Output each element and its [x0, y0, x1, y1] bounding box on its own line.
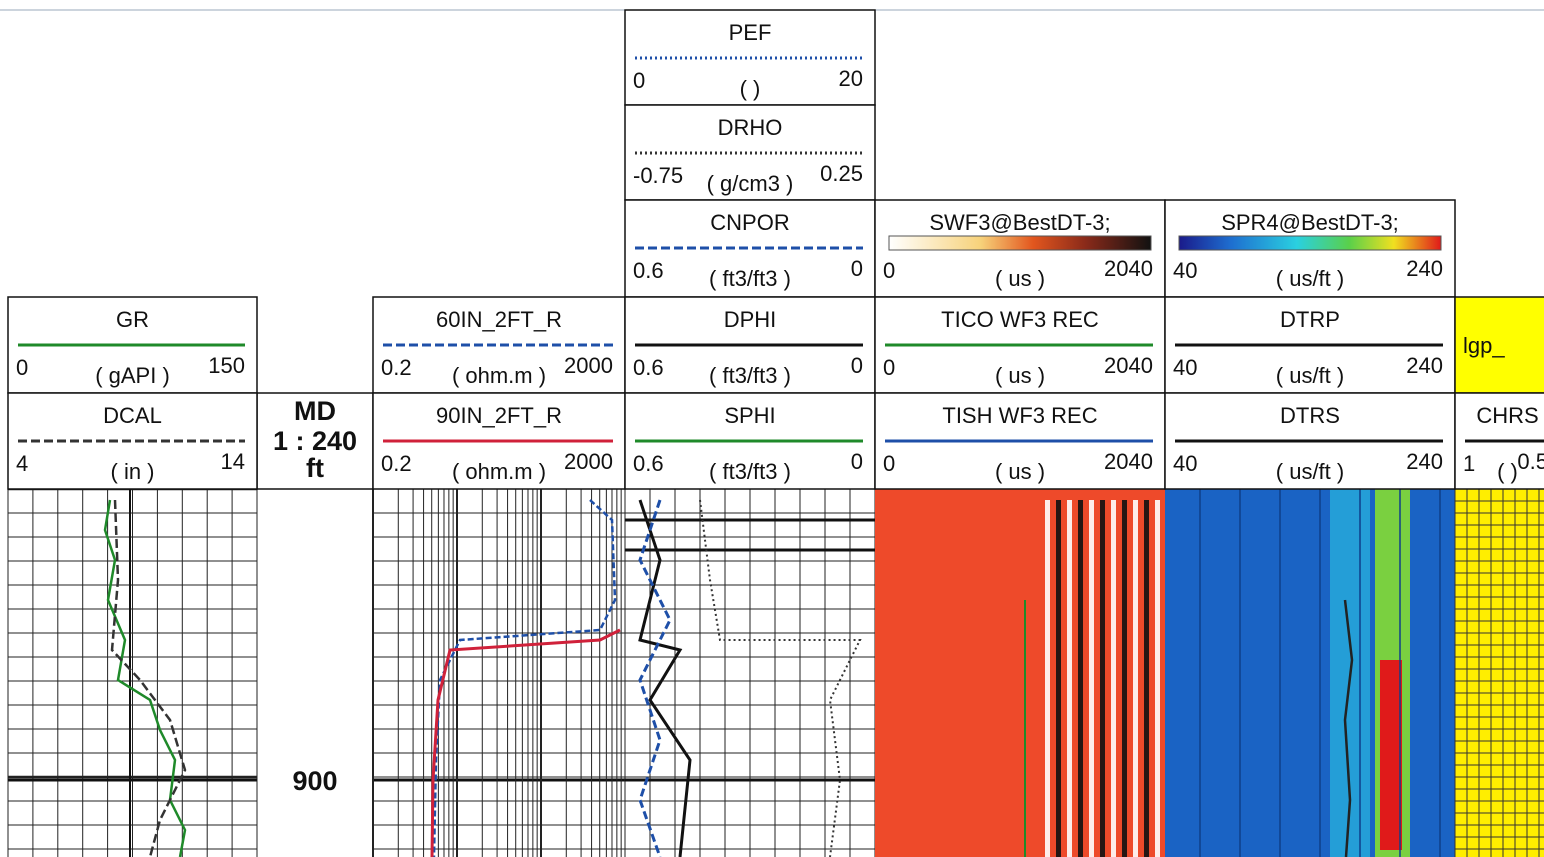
scale-max: 0 [851, 449, 863, 474]
scale-max: 2040 [1104, 353, 1153, 378]
scale-min: 40 [1173, 355, 1197, 380]
scale-min: -0.75 [633, 163, 683, 188]
scale-max: 2040 [1104, 449, 1153, 474]
curve-name: 90IN_2FT_R [436, 403, 562, 428]
scale-max: 0 [851, 353, 863, 378]
curve-trace [103, 499, 187, 857]
scale-unit: ( us/ft ) [1276, 363, 1344, 388]
curve-name: GR [116, 307, 149, 332]
waveform-stripe [1144, 500, 1149, 857]
depth-scale: 1 : 240 [273, 426, 357, 456]
curve-trace [638, 499, 672, 857]
waveform-image [875, 489, 1165, 857]
scale-unit: ( ohm.m ) [452, 459, 546, 484]
chrs-image [1455, 489, 1544, 857]
curve-name: DRHO [718, 115, 783, 140]
scale-unit: ( us/ft ) [1276, 266, 1344, 291]
scale-max: 14 [221, 449, 245, 474]
scale-unit: ( us/ft ) [1276, 459, 1344, 484]
depth-label: MD [294, 396, 336, 426]
scale-max: 20 [839, 66, 863, 91]
depth-mark: 900 [292, 766, 337, 796]
scale-unit: ( us ) [995, 459, 1045, 484]
scale-max: 0.25 [820, 161, 863, 186]
scale-max: 240 [1406, 256, 1443, 281]
scale-max: 0 [851, 256, 863, 281]
waveform-stripe [1155, 500, 1160, 857]
curve-name: SWF3@BestDT-3; [929, 210, 1110, 235]
scale-min: 0 [883, 355, 895, 380]
curve-name: DTRP [1280, 307, 1340, 332]
curve-name: lgp_ [1463, 333, 1505, 358]
log-body [7, 487, 1544, 857]
color-bar [1178, 235, 1442, 251]
color-bar [888, 235, 1152, 251]
waveform-stripe [1067, 500, 1072, 857]
scale-max: 0.5 [1517, 449, 1544, 474]
waveform-stripe [1133, 500, 1138, 857]
scale-min: 1 [1463, 451, 1475, 476]
curve-name: DTRS [1280, 403, 1340, 428]
scale-min: 0.6 [633, 355, 664, 380]
scale-max: 2000 [564, 449, 613, 474]
scale-min: 0 [883, 451, 895, 476]
scale-max: 150 [208, 353, 245, 378]
curve-name: TISH WF3 REC [942, 403, 1097, 428]
scale-min: 0.2 [381, 355, 412, 380]
scale-unit: ( in ) [111, 459, 155, 484]
curve-trace [638, 499, 692, 857]
scale-unit: ( g/cm3 ) [707, 171, 794, 196]
scale-min: 0.6 [633, 258, 664, 283]
scale-max: 2040 [1104, 256, 1153, 281]
waveform-stripe [1122, 500, 1127, 857]
waveform-stripe [1089, 500, 1094, 857]
scale-unit: ( ) [740, 76, 761, 101]
scale-min: 0 [633, 68, 645, 93]
waveform-stripe [1056, 500, 1061, 857]
scale-unit: ( ohm.m ) [452, 363, 546, 388]
curve-name: SPHI [724, 403, 775, 428]
scale-min: 0.2 [381, 451, 412, 476]
scale-min: 0.6 [633, 451, 664, 476]
dt-image [1165, 489, 1455, 857]
scale-unit: ( ft3/ft3 ) [709, 459, 791, 484]
scale-min: 4 [16, 451, 28, 476]
depth-unit: ft [306, 453, 324, 483]
curve-header [1454, 296, 1544, 394]
curve-name: SPR4@BestDT-3; [1221, 210, 1399, 235]
scale-max: 240 [1406, 353, 1443, 378]
curve-name: TICO WF3 REC [941, 307, 1099, 332]
waveform-stripe [1111, 500, 1116, 857]
scale-max: 240 [1406, 449, 1443, 474]
curve-name: DPHI [724, 307, 777, 332]
curve-trace [432, 499, 617, 857]
scale-min: 0 [883, 258, 895, 283]
curve-name: 60IN_2FT_R [436, 307, 562, 332]
dt-band [1380, 660, 1402, 850]
curve-name: CNPOR [710, 210, 789, 235]
scale-unit: ( ) [1497, 459, 1518, 484]
waveform-stripe [1100, 500, 1105, 857]
scale-unit: ( gAPI ) [95, 363, 170, 388]
curve-trace [110, 499, 187, 857]
scale-unit: ( us ) [995, 266, 1045, 291]
curve-trace [699, 499, 862, 857]
scale-min: 40 [1173, 258, 1197, 283]
scale-unit: ( ft3/ft3 ) [709, 363, 791, 388]
curve-name: DCAL [103, 403, 162, 428]
curve-name: CHRS [1476, 403, 1538, 428]
curve-trace [430, 628, 621, 857]
scale-min: 0 [16, 355, 28, 380]
curve-trace [1343, 599, 1354, 857]
scale-unit: ( ft3/ft3 ) [709, 266, 791, 291]
waveform-stripe [1045, 500, 1050, 857]
waveform-stripe [1078, 500, 1083, 857]
scale-unit: ( us ) [995, 363, 1045, 388]
scale-min: 40 [1173, 451, 1197, 476]
scale-max: 2000 [564, 353, 613, 378]
curve-name: PEF [729, 20, 772, 45]
